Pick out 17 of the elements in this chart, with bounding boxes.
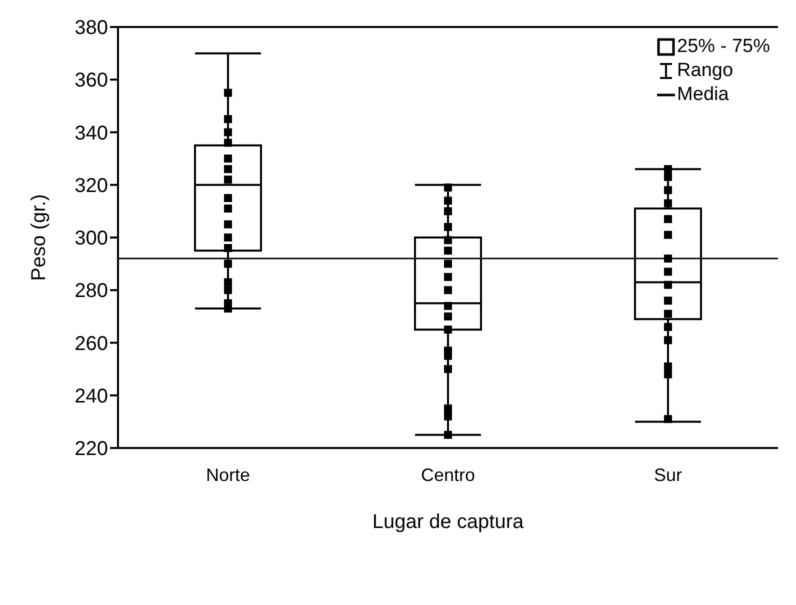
y-tick-label: 320	[74, 174, 108, 197]
annotation: Media	[677, 84, 730, 106]
y-tick-label: 260	[74, 332, 108, 355]
y-tick-label: 380	[74, 17, 108, 40]
x-tick-label: Norte	[206, 464, 250, 485]
y-tick-label: 360	[74, 70, 108, 92]
y-tick-label: 220	[74, 438, 108, 460]
x-tick-label: Centro	[420, 464, 476, 485]
y-tick-label: 240	[74, 385, 108, 408]
annotation: 25% - 75%	[677, 36, 770, 58]
annotation: Rango	[677, 60, 734, 82]
y-axis-title: Peso (gr.)	[28, 194, 50, 281]
y-tick-label: 280	[74, 280, 108, 302]
x-tick-label: Sur	[654, 464, 682, 485]
x-axis-title: Lugar de captura	[372, 511, 524, 533]
y-tick-label: 340	[74, 122, 108, 144]
y-tick-label: 300	[74, 228, 108, 250]
